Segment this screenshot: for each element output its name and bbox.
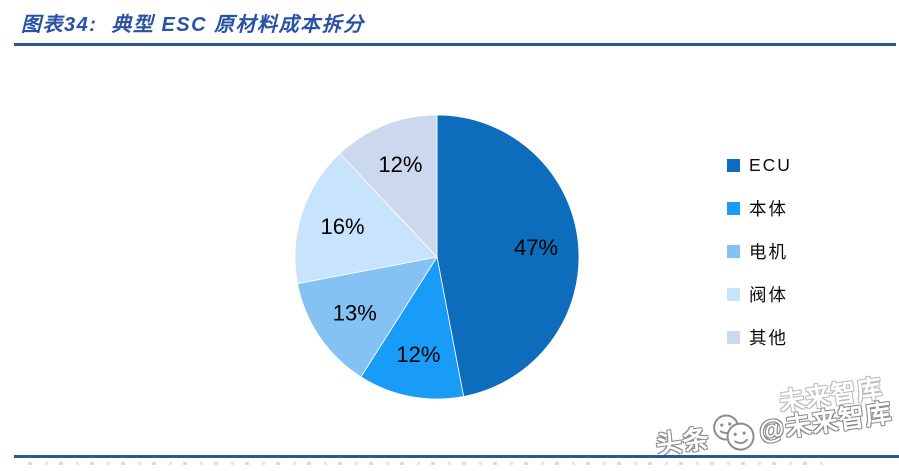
legend-swatch: [727, 244, 740, 258]
pie-slice-阀体: [294, 152, 438, 285]
legend-item-电机: 电机: [727, 240, 792, 262]
footer-rule: [14, 455, 899, 458]
cutoff-text-fragments: [28, 462, 829, 465]
legend-label: 阀体: [749, 284, 788, 305]
legend-swatch: [727, 201, 740, 215]
legend-item-其他: 其他: [727, 326, 792, 348]
header-rule: [14, 43, 896, 46]
pie-data-label-本体: 12%: [396, 342, 440, 367]
figure-label: 图表34:: [21, 14, 98, 36]
legend-item-本体: 本体: [727, 197, 792, 219]
pie-slice-ECU: [436, 114, 580, 397]
pie-chart-svg: 47% 12% 13% 16% 12%: [294, 114, 580, 400]
toutiao-smiley-logo-icon: [708, 408, 759, 456]
pie-data-label-阀体: 16%: [320, 214, 364, 239]
watermark: 未来智库 头条 @未来智库: [649, 368, 894, 465]
legend-label: 电机: [749, 241, 788, 262]
watermark-ghost-text: 未来智库: [777, 374, 885, 417]
legend-label: 本体: [749, 198, 788, 219]
legend-item-阀体: 阀体: [727, 283, 792, 305]
legend-swatch: [727, 287, 740, 301]
legend-label: 其他: [749, 327, 788, 348]
legend-swatch: [727, 158, 740, 172]
legend-item-ECU: ECU: [727, 154, 792, 176]
figure-title: 典型 ESC 原材料成本拆分: [111, 14, 365, 36]
legend-swatch: [727, 330, 740, 344]
watermark-suffix: @未来智库: [756, 396, 894, 446]
pie-data-label-ECU: 47%: [514, 235, 558, 260]
pie-slice-其他: [339, 114, 438, 259]
pie-slice-电机: [297, 256, 438, 378]
pie-slice-本体: [360, 255, 465, 400]
watermark-main: 头条 @未来智库: [652, 390, 894, 465]
figure-header: 图表34: 典型 ESC 原材料成本拆分: [21, 8, 365, 37]
pie-chart: 47% 12% 13% 16% 12%: [287, 107, 587, 407]
legend: ECU 本体 电机 阀体 其他: [727, 154, 792, 348]
pie-data-label-其他: 12%: [378, 152, 422, 177]
legend-label: ECU: [749, 154, 792, 175]
pie-data-label-电机: 13%: [333, 300, 377, 325]
